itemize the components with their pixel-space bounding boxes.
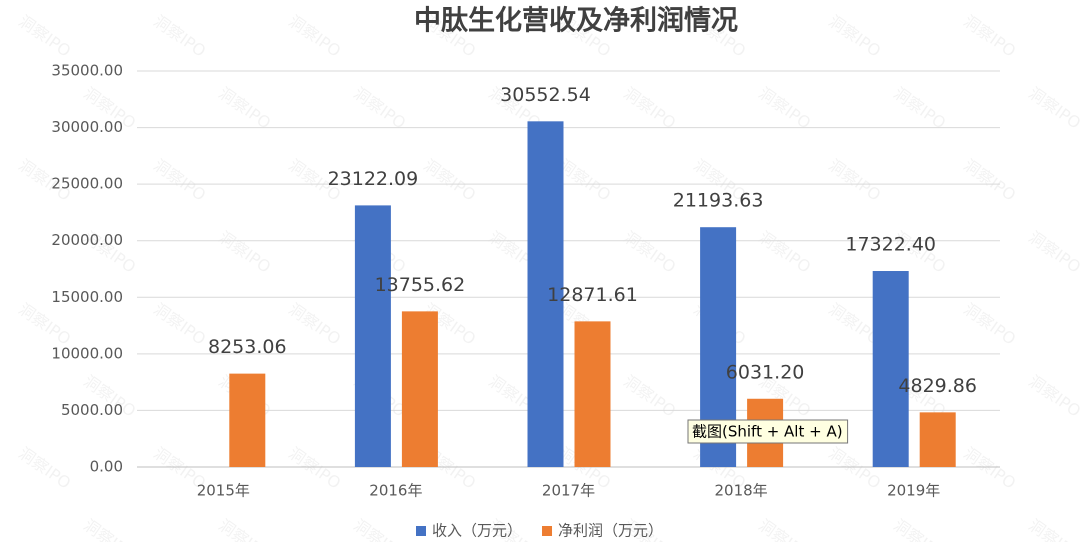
bar [354,205,391,467]
bar [401,311,438,467]
bar [527,121,564,468]
bar [919,412,956,467]
data-label: 4829.86 [898,375,977,397]
data-label: 23122.09 [328,168,419,190]
y-tick-label: 20000.00 [51,231,123,249]
y-tick-label: 15000.00 [51,288,123,306]
data-label: 30552.54 [500,84,591,106]
data-label: 12871.61 [547,284,638,306]
x-tick-label: 2017年 [542,482,595,500]
x-tick-label: 2018年 [715,482,768,500]
legend-swatch [542,526,553,536]
legend-swatch [416,526,426,536]
tooltip-box [687,419,849,444]
y-tick-label: 30000.00 [51,118,123,136]
x-tick-label: 2015年 [197,482,250,500]
y-tick-label: 0.00 [90,458,123,476]
y-tick-label: 10000.00 [51,344,123,362]
data-label: 21193.63 [673,190,764,212]
x-tick-label: 2016年 [369,482,422,500]
y-tick-label: 35000.00 [51,62,123,80]
legend-label: 净利润（万元） [558,522,663,540]
y-tick-label: 5000.00 [61,401,123,419]
data-label: 8253.06 [208,336,287,358]
tooltip-text: 截图(Shift + Alt + A) [692,423,843,441]
legend-label: 收入（万元） [432,522,522,540]
data-label: 6031.20 [726,361,805,383]
y-tick-label: 25000.00 [51,175,123,193]
bar [229,373,266,467]
x-tick-label: 2019年 [887,482,940,500]
chart-title: 中肽生化营收及净利润情况 [414,5,738,37]
data-label: 13755.62 [375,274,466,296]
tooltip: 截图(Shift + Alt + A) [687,419,849,444]
bar [574,321,611,467]
data-label: 17322.40 [845,234,936,256]
bar [872,271,909,467]
